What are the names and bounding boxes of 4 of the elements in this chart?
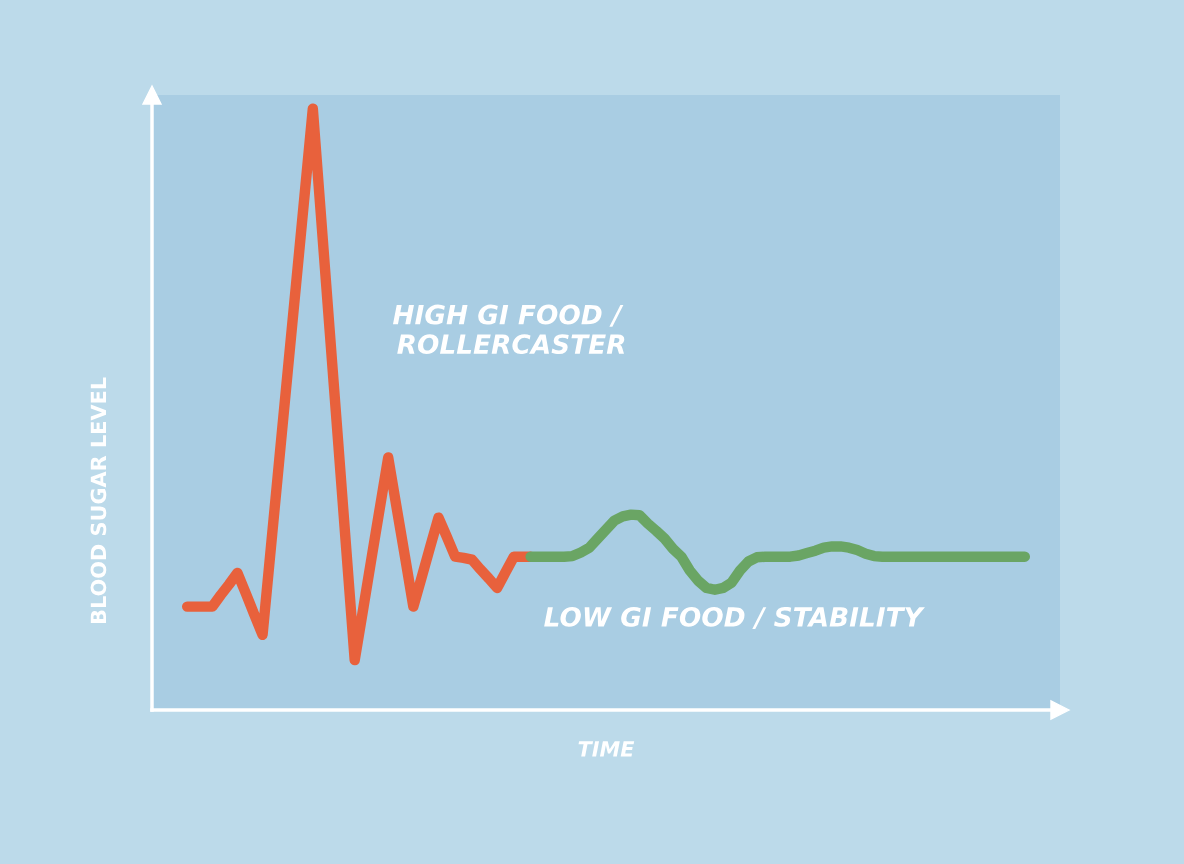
text: HIGH GI FOOD / ROLLERCASTER [392,304,625,355]
x-axis-title: TIME [578,741,635,757]
y-axis-title: BLOOD SUGAR LEVEL [90,377,107,623]
series-label: LOW GI FOOD / STABILITY [544,606,925,629]
